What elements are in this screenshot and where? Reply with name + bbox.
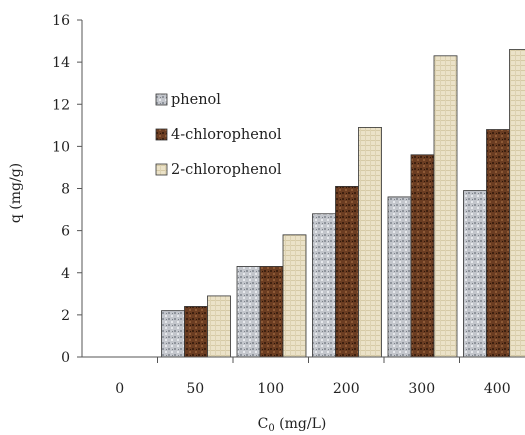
x-axis-label-main: C: [258, 416, 269, 432]
bar-phenol-50: [161, 310, 185, 358]
y-tick-label: 6: [61, 224, 70, 240]
legend-swatch-phenol: [155, 93, 168, 106]
x-tick-label: 50: [186, 381, 204, 397]
x-tick-label: 200: [333, 381, 360, 397]
bar-2-chlorophenol-50: [207, 295, 231, 358]
bar-4-chlorophenol-400: [486, 129, 510, 358]
bar-phenol-400: [463, 190, 487, 358]
bar-4-chlorophenol-300: [410, 154, 435, 358]
y-tick-label: 4: [61, 266, 70, 282]
bar-phenol-300: [387, 196, 412, 358]
x-axis-label-unit: (mg/L): [275, 416, 327, 432]
bar-4-chlorophenol-50: [184, 306, 208, 358]
y-axis-ticks: 0 2 4 6 8 10 12 14 16: [52, 13, 82, 366]
y-tick-label: 10: [52, 139, 70, 155]
x-axis-ticks: 0 50 100 200 300 400: [115, 357, 511, 397]
legend-label-phenol: phenol: [171, 92, 221, 108]
bar-phenol-200: [312, 213, 336, 358]
y-tick-label: 8: [61, 182, 70, 198]
legend-label-2-chlorophenol: 2-chlorophenol: [171, 162, 282, 178]
bar-phenol-100: [236, 266, 261, 358]
x-tick-label: 0: [115, 381, 124, 397]
legend-swatch-4-chlorophenol: [155, 128, 168, 141]
bar-2-chlorophenol-300: [433, 55, 458, 358]
bar-2-chlorophenol-200: [358, 127, 382, 358]
y-tick-label: 2: [61, 308, 70, 324]
legend-swatch-2-chlorophenol: [155, 163, 168, 176]
legend-label-4-chlorophenol: 4-chlorophenol: [171, 127, 282, 143]
x-tick-label: 100: [257, 381, 284, 397]
y-tick-label: 12: [52, 97, 70, 113]
legend: phenol 4-chlorophenol 2-chlorophenol: [155, 92, 282, 178]
x-tick-label: 300: [408, 381, 435, 397]
x-axis-label: C0 (mg/L): [258, 416, 327, 434]
bar-2-chlorophenol-400: [509, 49, 525, 358]
bar-4-chlorophenol-100: [259, 266, 284, 358]
y-tick-label: 16: [52, 13, 70, 29]
x-tick-label: 400: [484, 381, 511, 397]
y-axis-label: q (mg/g): [8, 163, 24, 223]
bar-2-chlorophenol-100: [282, 234, 307, 358]
y-tick-label: 0: [61, 350, 70, 366]
x-axis-label-subscript: 0: [268, 423, 274, 434]
y-tick-label: 14: [52, 55, 70, 71]
bar-4-chlorophenol-200: [335, 185, 359, 358]
